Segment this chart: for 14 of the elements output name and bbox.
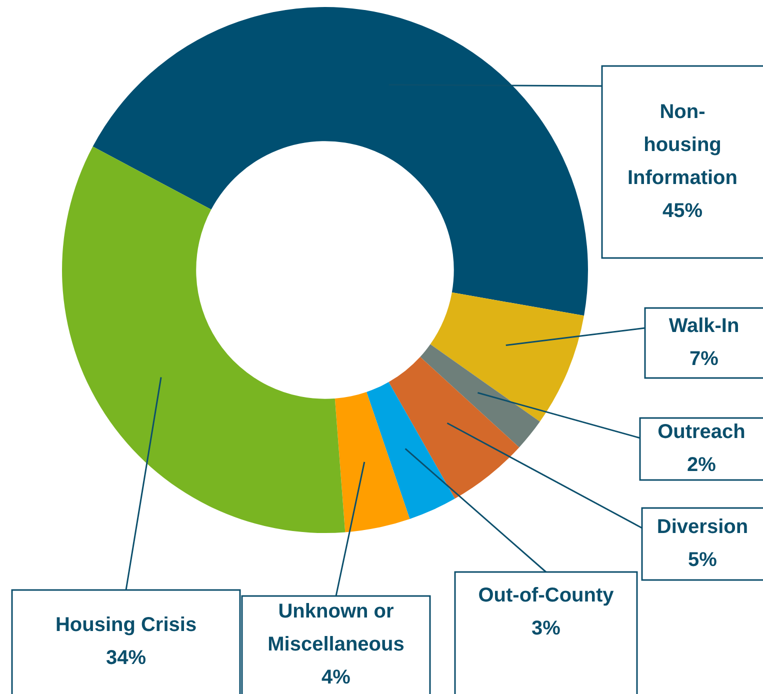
data-label: 2% <box>687 454 716 476</box>
slice-label: Diversion <box>656 516 748 538</box>
slice-label: Housing Crisis <box>55 614 197 636</box>
slice-label: Walk-In <box>668 315 740 338</box>
data-label: 4% <box>322 666 351 689</box>
slice-label: Out-of-County <box>478 584 615 607</box>
slice-label: Unknown or Miscellaneous <box>268 600 404 656</box>
data-label: 34% <box>106 647 146 670</box>
slice-label: Outreach <box>658 421 746 444</box>
data-label: 3% <box>532 618 561 640</box>
slice-label: Non-housing Information <box>628 101 738 190</box>
data-label: 7% <box>690 348 719 370</box>
data-label: 5% <box>688 549 718 572</box>
data-label: 45% <box>662 200 703 222</box>
